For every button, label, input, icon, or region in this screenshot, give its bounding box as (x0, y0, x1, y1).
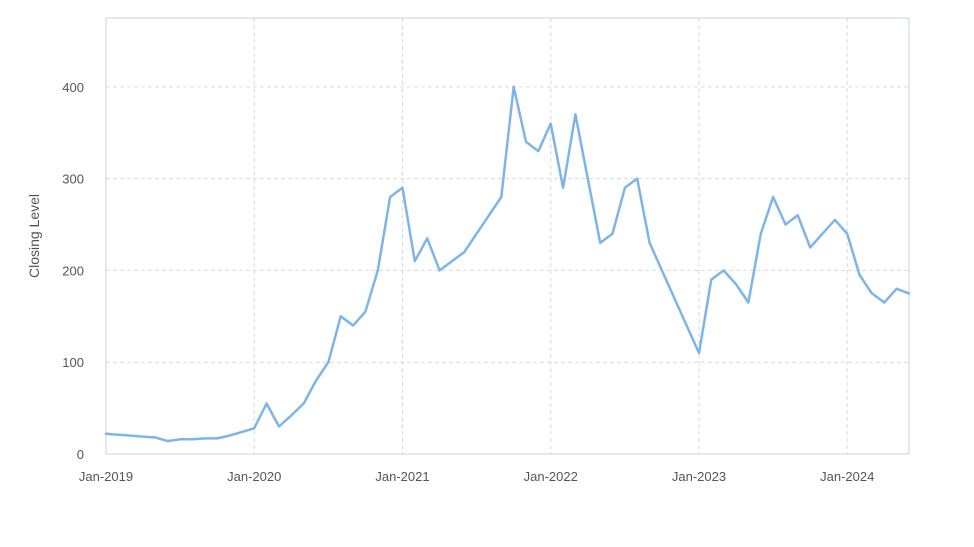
y-tick-label: 0 (77, 447, 84, 462)
y-axis-title: Closing Level (26, 194, 42, 278)
y-axis-ticks: 0 100 200 300 400 (62, 80, 84, 462)
series-line (104, 85, 911, 443)
y-tick-label: 400 (62, 80, 84, 95)
grid (106, 18, 909, 454)
x-tick-label: Jan-2021 (375, 469, 429, 484)
plot-frame (105, 17, 910, 455)
x-axis-ticks: Jan-2019 Jan-2020 Jan-2021 Jan-2022 Jan-2023… (79, 469, 874, 484)
x-tick-label: Jan-2024 (820, 469, 874, 484)
x-tick-label: Jan-2022 (524, 469, 578, 484)
x-tick-label: Jan-2020 (227, 469, 281, 484)
y-tick-label: 200 (62, 263, 84, 278)
y-tick-label: 100 (62, 355, 84, 370)
x-tick-label: Jan-2019 (79, 469, 133, 484)
x-tick-label: Jan-2023 (672, 469, 726, 484)
y-tick-label: 300 (62, 172, 84, 187)
